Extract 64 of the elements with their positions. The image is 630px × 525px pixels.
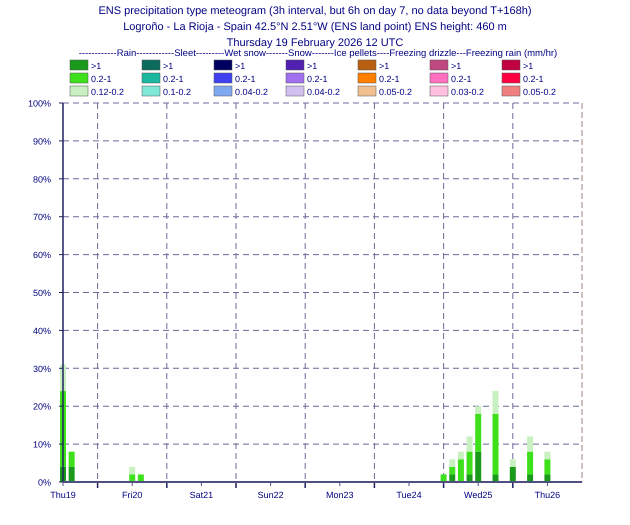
- legend-label: 0.2-1: [91, 74, 112, 84]
- legend-label: >1: [235, 61, 246, 71]
- legend-label: >1: [163, 61, 174, 71]
- legend-label: >1: [523, 61, 534, 71]
- bar: [466, 436, 473, 452]
- bar: [527, 452, 534, 474]
- chart-title: ENS precipitation type meteogram (3h interval, but 6h on day 7, no data beyond T+168h): [98, 5, 532, 17]
- x-tick-label: Sun22: [258, 490, 284, 500]
- legend-label: 0.04-0.2: [235, 87, 268, 97]
- bar: [510, 466, 516, 482]
- legend-label: >1: [307, 61, 318, 71]
- legend-label: >1: [91, 61, 102, 71]
- legend-label: 0.2-1: [379, 74, 400, 84]
- legend-label: 0.2-1: [163, 74, 184, 84]
- bar: [458, 459, 464, 482]
- y-tick-label: 100%: [28, 98, 51, 108]
- legend-label: 0.04-0.2: [307, 87, 340, 97]
- legend-label: 0.2-1: [451, 74, 472, 84]
- legend-label: 0.05-0.2: [379, 87, 412, 97]
- x-tick-label: Sat21: [190, 490, 214, 500]
- y-tick-label: 30%: [32, 364, 51, 374]
- y-tick-label: 20%: [32, 402, 51, 412]
- bar: [527, 436, 534, 452]
- bar: [68, 452, 75, 467]
- y-tick-label: 60%: [32, 250, 51, 260]
- legend-label: 0.1-0.2: [163, 87, 192, 97]
- legend-label: >1: [451, 61, 462, 71]
- x-tick-label: Thu19: [50, 490, 76, 500]
- bar: [544, 452, 550, 460]
- legend-label: 0.05-0.2: [523, 87, 556, 97]
- y-tick-label: 90%: [32, 136, 51, 146]
- chart-subtitle: Logroño - La Rioja - Spain 42.5°N 2.51°W (ENS land point) ENS height: 460 m: [123, 21, 507, 33]
- legend-label: >1: [379, 61, 390, 71]
- bar: [475, 406, 482, 414]
- legend-label: 0.2-1: [523, 74, 544, 84]
- y-tick-label: 0%: [38, 478, 51, 488]
- x-tick-label: Mon23: [326, 490, 354, 500]
- y-tick-label: 10%: [32, 440, 51, 450]
- bar: [458, 452, 464, 460]
- bar: [475, 452, 482, 482]
- bar: [466, 452, 473, 474]
- x-tick-label: Tue24: [396, 490, 422, 500]
- bar: [510, 459, 516, 467]
- y-tick-label: 80%: [32, 174, 51, 184]
- x-tick-label: Thu26: [534, 490, 560, 500]
- bar: [492, 414, 498, 474]
- bar: [129, 466, 136, 474]
- bar: [449, 466, 456, 474]
- x-tick-label: Wed25: [464, 490, 492, 500]
- legend-title: ------------Rain------------Sleet---------Wet snow-------Snow-------Ice pellets----Freezing drizzle---Freezing rain (mm/hr): [78, 48, 558, 59]
- legend-label: 0.03-0.2: [451, 87, 484, 97]
- y-tick-label: 50%: [32, 288, 51, 298]
- x-tick-label: Fri20: [122, 490, 142, 500]
- y-tick-label: 40%: [32, 326, 51, 336]
- y-tick-label: 70%: [32, 212, 51, 222]
- bar: [68, 466, 75, 482]
- bar: [544, 459, 550, 474]
- bar: [492, 391, 498, 414]
- bar: [475, 414, 482, 452]
- legend-label: 0.2-1: [307, 74, 328, 84]
- text: Thursday 19 February 2026 12 UTC: [226, 37, 404, 49]
- legend-label: 0.12-0.2: [91, 87, 124, 97]
- legend-label: 0.2-1: [235, 74, 256, 84]
- bar: [449, 459, 456, 467]
